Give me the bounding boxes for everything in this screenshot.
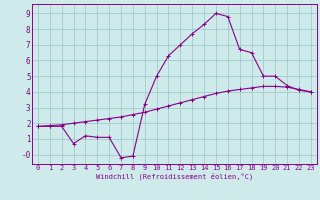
X-axis label: Windchill (Refroidissement éolien,°C): Windchill (Refroidissement éolien,°C) — [96, 173, 253, 180]
